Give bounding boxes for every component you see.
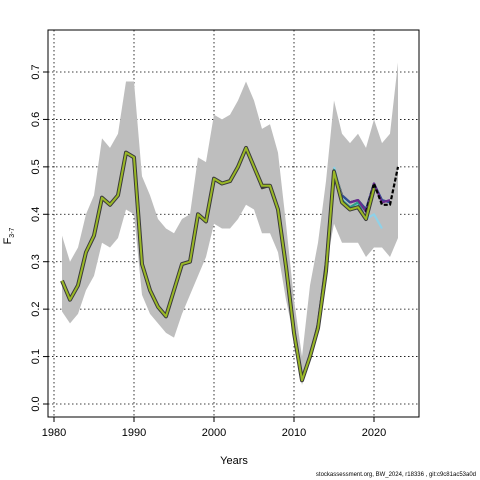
y-tick-label: 0.3 (30, 254, 42, 269)
x-tick-label: 1990 (122, 427, 146, 439)
y-axis-title-main: F (2, 237, 14, 244)
footnote: stockassessment.org, BW_2024, r18336 , g… (316, 472, 476, 478)
series-layer (60, 145, 400, 383)
series-line (61, 146, 375, 382)
y-tick-label: 0.7 (30, 64, 42, 79)
y-tick-label: 0.6 (30, 112, 42, 127)
x-axis: 1980 1990 2000 2010 2020 (42, 417, 386, 439)
y-tick-label: 0.2 (30, 301, 42, 316)
x-tick-label: 2010 (282, 427, 306, 439)
plot-frame (47, 29, 420, 418)
y-tick-label: 0.4 (30, 207, 42, 222)
y-tick-label: 0.0 (30, 396, 42, 411)
x-axis-title: Years (220, 455, 248, 467)
x-tick-label: 2000 (202, 427, 226, 439)
confidence-band-layer (62, 62, 398, 385)
x-tick-label: 2020 (362, 427, 386, 439)
y-axis: 0.0 0.1 0.2 0.3 0.4 0.5 0.6 0.7 (30, 64, 48, 412)
y-tick-label: 0.5 (30, 159, 42, 174)
x-tick-label: 1980 (42, 427, 66, 439)
y-axis-title-subscript: 3-7 (9, 227, 16, 237)
confidence-band (62, 62, 398, 385)
y-tick-label: 0.1 (30, 349, 42, 364)
y-axis-title: F3-7 (2, 227, 16, 244)
